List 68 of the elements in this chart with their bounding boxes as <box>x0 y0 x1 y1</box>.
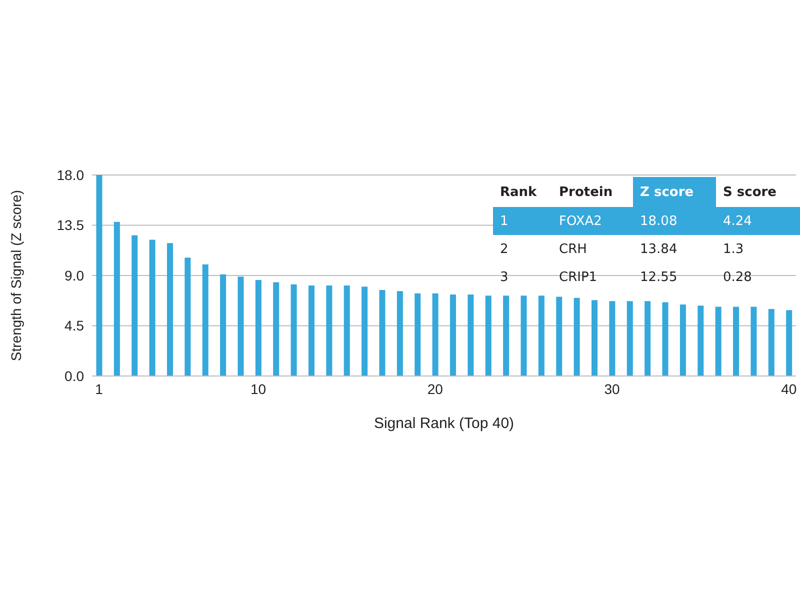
bar <box>432 293 438 376</box>
x-tick-label: 10 <box>250 380 266 397</box>
x-tick-label: 1 <box>95 380 104 397</box>
bar <box>238 276 244 376</box>
bar <box>662 302 668 376</box>
bar <box>184 258 191 376</box>
bar <box>538 296 544 376</box>
x-tick-label: 40 <box>781 380 797 397</box>
annotation: 3 <box>499 268 510 286</box>
y-tick-label: 9.0 <box>64 267 84 284</box>
annotation: CRH <box>558 240 588 258</box>
bar <box>96 175 102 376</box>
annotation: Protein <box>558 184 614 202</box>
bar <box>556 296 562 376</box>
bar <box>273 282 280 376</box>
y-tick-label: 18.0 <box>56 166 84 183</box>
bar <box>468 294 474 376</box>
x-tick-label: 20 <box>427 380 444 397</box>
bar <box>308 286 314 376</box>
bar <box>715 306 722 376</box>
bar <box>166 243 173 376</box>
bar <box>574 298 580 376</box>
annotation: 4.24 <box>722 212 753 230</box>
bar <box>733 306 740 376</box>
annotation: 2 <box>499 240 510 258</box>
bar <box>396 291 403 376</box>
annotation: 0.28 <box>722 268 753 286</box>
bar <box>786 310 792 376</box>
bar <box>220 274 226 376</box>
bar <box>520 296 527 376</box>
bar <box>503 296 510 376</box>
bar <box>149 240 156 376</box>
bar <box>362 286 368 376</box>
annotation: CRIP1 <box>558 268 598 286</box>
bar <box>202 264 208 376</box>
annotation: 12.55 <box>639 268 678 286</box>
bar <box>626 301 633 376</box>
annotation: 1.3 <box>722 240 745 258</box>
annotation: 13.84 <box>639 240 678 258</box>
bar <box>680 304 686 376</box>
bar <box>485 296 492 376</box>
y-tick-label: 13.5 <box>56 217 84 234</box>
bar <box>414 293 421 376</box>
annotation: 1 <box>499 212 510 230</box>
bar <box>592 300 598 376</box>
bar <box>609 301 616 376</box>
bar <box>450 294 456 376</box>
bar <box>768 309 774 376</box>
annotation: 18.08 <box>639 212 678 230</box>
bar <box>114 222 120 376</box>
annotation: S score <box>722 184 778 202</box>
annotation: FOXA2 <box>558 212 603 230</box>
bar <box>344 286 350 376</box>
bar <box>379 290 386 376</box>
annotation: Rank <box>499 184 538 202</box>
y-tick-label: 4.5 <box>64 318 84 334</box>
bar <box>644 301 651 376</box>
bar <box>326 286 332 376</box>
annotation: Z score <box>633 177 716 207</box>
x-tick-label: 30 <box>604 380 620 397</box>
y-axis-title: Strength of Signal (Z score) <box>8 190 24 362</box>
bar <box>698 306 704 376</box>
x-axis-title: Signal Rank (Top 40) <box>374 415 514 432</box>
bar <box>290 284 297 376</box>
y-tick-label: 0.0 <box>64 368 84 384</box>
bar <box>255 280 262 376</box>
bar <box>132 235 138 376</box>
bar <box>750 306 757 376</box>
